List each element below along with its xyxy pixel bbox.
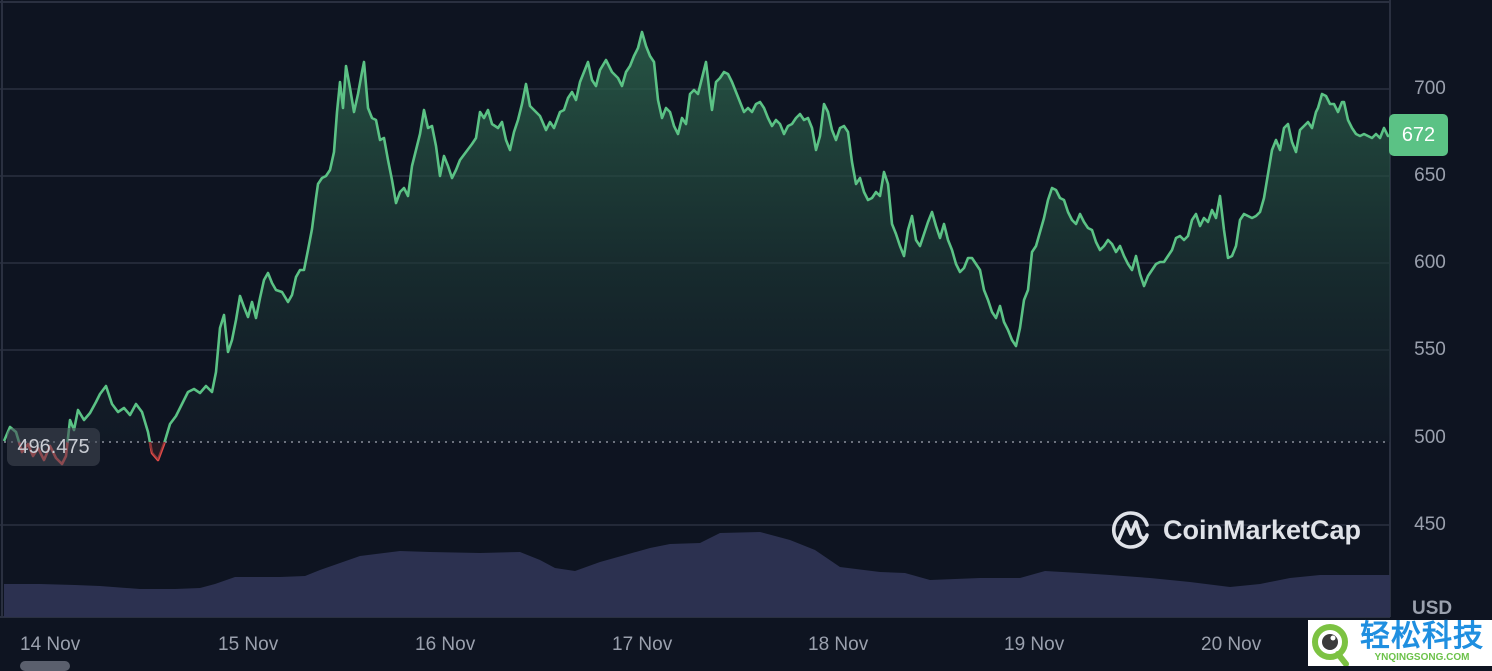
y-tick-700: 700 [1414, 78, 1446, 99]
baseline-price-badge: 496.475 [7, 428, 100, 466]
scrollbar-handle[interactable] [20, 661, 70, 671]
x-tick-15-nov: 15 Nov [218, 634, 279, 655]
y-tick-600: 600 [1414, 252, 1446, 273]
x-tick-14-nov: 14 Nov [20, 634, 81, 655]
x-tick-17-nov: 17 Nov [612, 634, 673, 655]
price-series [2, 30, 1390, 466]
watermark-logo-icon [1312, 624, 1349, 666]
y-tick-450: 450 [1414, 514, 1446, 535]
y-tick-650: 650 [1414, 165, 1446, 186]
brand-name: CoinMarketCap [1163, 514, 1362, 545]
watermark: 轻松科技 YNQINGSONG.COM [1308, 620, 1492, 666]
x-tick-20-nov: 20 Nov [1201, 634, 1262, 655]
watermark-cn: 轻松科技 [1360, 620, 1484, 653]
y-tick-500: 500 [1414, 427, 1446, 448]
x-tick-18-nov: 18 Nov [808, 634, 869, 655]
volume-area [4, 532, 1390, 617]
current-price-badge: 672 [1389, 114, 1448, 156]
x-tick-16-nov: 16 Nov [415, 634, 476, 655]
coinmarketcap-brand: CoinMarketCap [1109, 508, 1361, 552]
watermark-en: YNQINGSONG.COM [1374, 652, 1470, 663]
coinmarketcap-logo-icon [1112, 511, 1149, 549]
currency-label: USD [1412, 598, 1453, 619]
x-tick-19-nov: 19 Nov [1004, 634, 1065, 655]
y-tick-550: 550 [1414, 339, 1446, 360]
